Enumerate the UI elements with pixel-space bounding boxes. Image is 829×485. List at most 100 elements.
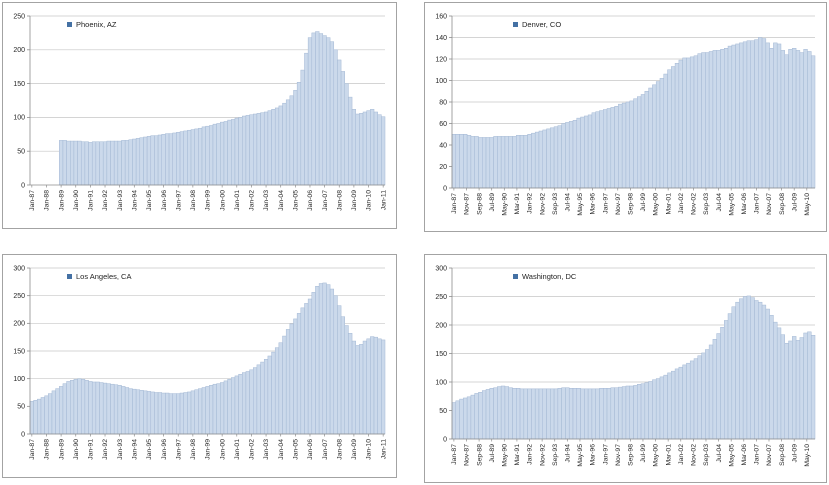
svg-text:20: 20 bbox=[439, 164, 447, 171]
svg-text:Sep-98: Sep-98 bbox=[628, 444, 635, 466]
bars-group bbox=[451, 37, 816, 189]
svg-text:Sep-08: Sep-08 bbox=[779, 193, 786, 215]
svg-text:May-05: May-05 bbox=[728, 444, 735, 467]
bar-chart-washington-dc: 0 50 100 150 200 250 300 Jan-87 Nov-87 Sep-88 Jul-… bbox=[435, 265, 816, 467]
svg-text:Jan-09: Jan-09 bbox=[351, 439, 358, 460]
svg-text:Sep-03: Sep-03 bbox=[703, 193, 710, 215]
svg-text:Jan-91: Jan-91 bbox=[88, 439, 95, 460]
svg-text:300: 300 bbox=[13, 265, 25, 272]
svg-text:Sep-88: Sep-88 bbox=[476, 444, 483, 466]
svg-text:Jan-99: Jan-99 bbox=[205, 190, 212, 211]
svg-text:Jan-90: Jan-90 bbox=[73, 439, 80, 460]
bar-chart-phoenix: 0 50 100 150 200 250 Jan-87 Jan-88 Jan-89 Jan-90 J… bbox=[13, 13, 387, 211]
svg-text:Jan-99: Jan-99 bbox=[205, 439, 212, 460]
svg-text:120: 120 bbox=[435, 56, 447, 63]
svg-text:Sep-93: Sep-93 bbox=[552, 193, 559, 215]
svg-text:250: 250 bbox=[435, 294, 447, 301]
svg-text:50: 50 bbox=[17, 404, 25, 411]
svg-text:50: 50 bbox=[439, 408, 447, 415]
svg-text:Jan-98: Jan-98 bbox=[190, 190, 197, 211]
svg-text:200: 200 bbox=[13, 321, 25, 328]
svg-text:Jan-10: Jan-10 bbox=[366, 190, 373, 211]
chart-panel-washington-dc: Washington, DC 0 50 100 150 200 250 300 Jan-87 N… bbox=[424, 254, 827, 483]
svg-text:Jan-97: Jan-97 bbox=[602, 444, 609, 465]
bars-group bbox=[29, 282, 386, 435]
svg-text:Jan-92: Jan-92 bbox=[527, 444, 534, 465]
svg-text:Jan-89: Jan-89 bbox=[58, 190, 65, 211]
svg-text:Jan-94: Jan-94 bbox=[131, 190, 138, 211]
svg-text:Jul-89: Jul-89 bbox=[489, 193, 496, 212]
svg-text:May-00: May-00 bbox=[653, 193, 660, 216]
svg-text:Jan-06: Jan-06 bbox=[307, 439, 314, 460]
svg-text:Jan-01: Jan-01 bbox=[234, 439, 241, 460]
svg-text:250: 250 bbox=[13, 293, 25, 300]
bars-group bbox=[59, 31, 386, 186]
svg-text:150: 150 bbox=[13, 348, 25, 355]
svg-text:Jan-02: Jan-02 bbox=[249, 190, 256, 211]
svg-text:160: 160 bbox=[435, 13, 447, 20]
svg-text:Jan-92: Jan-92 bbox=[527, 193, 534, 214]
svg-text:May-90: May-90 bbox=[501, 193, 508, 216]
svg-text:Jan-95: Jan-95 bbox=[146, 439, 153, 460]
svg-text:Jan-04: Jan-04 bbox=[278, 439, 285, 460]
svg-text:140: 140 bbox=[435, 35, 447, 42]
svg-text:May-10: May-10 bbox=[804, 444, 811, 467]
svg-text:Jan-88: Jan-88 bbox=[44, 190, 51, 211]
svg-text:100: 100 bbox=[13, 115, 25, 122]
svg-text:Jan-87: Jan-87 bbox=[451, 444, 458, 465]
svg-text:Mar-91: Mar-91 bbox=[514, 193, 521, 215]
svg-text:Sep-98: Sep-98 bbox=[628, 193, 635, 215]
svg-text:Jan-08: Jan-08 bbox=[336, 439, 343, 460]
svg-text:100: 100 bbox=[435, 379, 447, 386]
bars-group bbox=[451, 295, 816, 440]
svg-text:Jan-89: Jan-89 bbox=[58, 439, 65, 460]
svg-text:Mar-91: Mar-91 bbox=[514, 444, 521, 466]
svg-text:200: 200 bbox=[435, 322, 447, 329]
svg-text:Jan-05: Jan-05 bbox=[293, 190, 300, 211]
svg-text:Nov-87: Nov-87 bbox=[464, 444, 471, 466]
svg-text:Jul-04: Jul-04 bbox=[716, 193, 723, 212]
svg-text:Nov-92: Nov-92 bbox=[539, 444, 546, 466]
bar-chart-washington-la: 0 50 100 150 200 250 300 Jan-87 Jan-88 Jan-89 Jan-… bbox=[13, 265, 387, 460]
chart-panel-phoenix: Phoenix, AZ 0 50 100 150 200 250 Jan-87 Jan-88 J… bbox=[2, 2, 397, 229]
svg-text:Jan-93: Jan-93 bbox=[117, 439, 124, 460]
svg-text:Jul-99: Jul-99 bbox=[640, 444, 647, 463]
svg-text:Jan-08: Jan-08 bbox=[336, 190, 343, 211]
svg-text:Jan-07: Jan-07 bbox=[322, 439, 329, 460]
svg-text:May-95: May-95 bbox=[577, 444, 584, 467]
svg-text:Sep-08: Sep-08 bbox=[779, 444, 786, 466]
svg-text:Jan-02: Jan-02 bbox=[678, 193, 685, 214]
svg-text:Nov-07: Nov-07 bbox=[766, 444, 773, 466]
svg-text:May-00: May-00 bbox=[653, 444, 660, 467]
svg-text:Jan-87: Jan-87 bbox=[29, 439, 36, 460]
svg-text:Jul-99: Jul-99 bbox=[640, 193, 647, 212]
svg-text:40: 40 bbox=[439, 142, 447, 149]
svg-text:Jan-93: Jan-93 bbox=[117, 190, 124, 211]
svg-text:Jan-97: Jan-97 bbox=[602, 193, 609, 214]
svg-text:Nov-97: Nov-97 bbox=[615, 444, 622, 466]
svg-text:Jan-04: Jan-04 bbox=[278, 190, 285, 211]
svg-text:Jul-94: Jul-94 bbox=[565, 444, 572, 463]
svg-text:80: 80 bbox=[439, 99, 447, 106]
svg-text:100: 100 bbox=[435, 78, 447, 85]
svg-text:May-95: May-95 bbox=[577, 193, 584, 216]
svg-text:Jul-09: Jul-09 bbox=[791, 193, 798, 212]
svg-text:100: 100 bbox=[13, 376, 25, 383]
svg-text:Jan-97: Jan-97 bbox=[175, 190, 182, 211]
svg-text:Jan-11: Jan-11 bbox=[380, 190, 387, 210]
svg-text:Jan-03: Jan-03 bbox=[263, 190, 270, 211]
svg-text:0: 0 bbox=[443, 436, 447, 443]
svg-text:Jan-07: Jan-07 bbox=[322, 190, 329, 211]
svg-text:Jan-92: Jan-92 bbox=[102, 190, 109, 211]
svg-text:Jan-00: Jan-00 bbox=[219, 439, 226, 460]
svg-text:Jan-02: Jan-02 bbox=[678, 444, 685, 465]
svg-text:Jan-98: Jan-98 bbox=[190, 439, 197, 460]
svg-text:Jan-09: Jan-09 bbox=[351, 190, 358, 211]
svg-text:Nov-07: Nov-07 bbox=[766, 193, 773, 215]
svg-text:Mar-06: Mar-06 bbox=[741, 444, 748, 466]
svg-text:Jan-11: Jan-11 bbox=[380, 439, 387, 459]
svg-text:Jan-05: Jan-05 bbox=[293, 439, 300, 460]
svg-text:60: 60 bbox=[439, 121, 447, 128]
svg-text:Jan-97: Jan-97 bbox=[175, 439, 182, 460]
